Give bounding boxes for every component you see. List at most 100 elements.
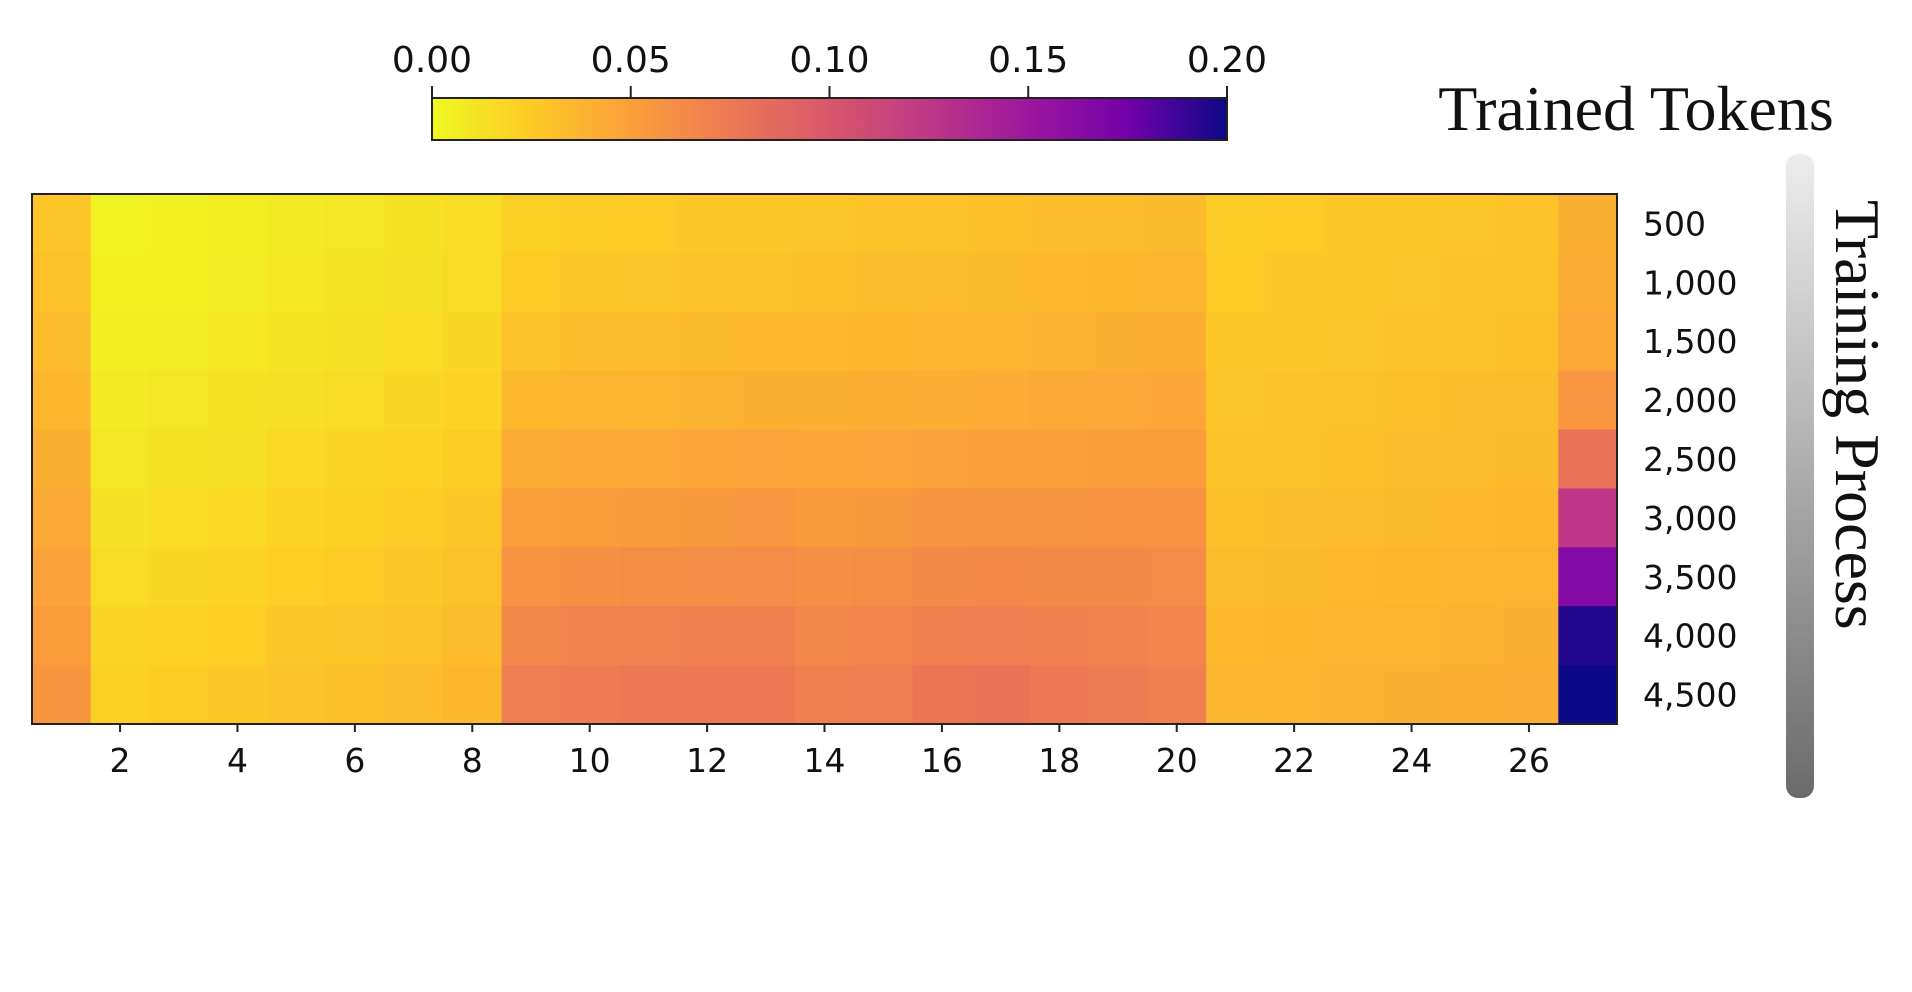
heatmap-cell bbox=[560, 311, 620, 372]
heatmap-cell bbox=[208, 606, 268, 666]
heatmap-cell bbox=[208, 547, 268, 607]
heatmap-cell bbox=[32, 311, 92, 372]
heatmap-cell bbox=[501, 606, 561, 666]
heatmap-cell bbox=[266, 429, 327, 490]
heatmap-cell bbox=[149, 488, 209, 548]
heatmap-cell bbox=[677, 370, 738, 431]
heatmap-cell bbox=[1558, 311, 1618, 372]
heatmap-cell bbox=[853, 665, 914, 725]
heatmap-cell bbox=[208, 488, 268, 548]
colorbar-ticks: 0.00 0.05 0.10 0.15 0.20 bbox=[392, 40, 1267, 98]
heatmap-cell bbox=[1440, 547, 1501, 607]
heatmap-cell bbox=[1558, 194, 1618, 254]
heatmap-cell bbox=[384, 311, 444, 372]
heatmap-cell bbox=[266, 488, 327, 548]
heatmap-cell bbox=[1382, 370, 1442, 431]
x-tick-label: 14 bbox=[804, 741, 846, 780]
heatmap-cell bbox=[1440, 665, 1501, 725]
heatmap-cell bbox=[677, 547, 738, 607]
heatmap-cell bbox=[1382, 606, 1442, 666]
heatmap-cell bbox=[912, 547, 972, 607]
heatmap-cell bbox=[1440, 311, 1501, 372]
heatmap-cell bbox=[619, 488, 679, 548]
heatmap-cell bbox=[1264, 488, 1325, 548]
heatmap-cell bbox=[1206, 665, 1266, 725]
heatmap-cell bbox=[560, 252, 620, 313]
heatmap-cell bbox=[677, 665, 738, 725]
heatmap-cell bbox=[1029, 488, 1090, 548]
heatmap-cell bbox=[736, 311, 796, 372]
heatmap-cell bbox=[1558, 606, 1618, 666]
heatmap-cell bbox=[1382, 194, 1442, 254]
heatmap-cell bbox=[677, 252, 738, 313]
heatmap-cell bbox=[149, 370, 209, 431]
heatmap-cell bbox=[795, 488, 855, 548]
heatmap-cell bbox=[442, 370, 503, 431]
y-tick-label: 1,000 bbox=[1643, 263, 1737, 302]
heatmap-cell bbox=[1206, 370, 1266, 431]
heatmap-cell bbox=[208, 311, 268, 372]
x-tick-label: 6 bbox=[344, 741, 365, 780]
heatmap-cell bbox=[677, 606, 738, 666]
heatmap-cell bbox=[325, 547, 385, 607]
heatmap-cell bbox=[560, 547, 620, 607]
heatmap-cell bbox=[1264, 370, 1325, 431]
heatmap-cell bbox=[325, 488, 385, 548]
heatmap-cell bbox=[1323, 194, 1383, 254]
heatmap-cell bbox=[1088, 488, 1148, 548]
x-tick-label: 12 bbox=[686, 741, 728, 780]
heatmap-cell bbox=[619, 606, 679, 666]
y-tick-label: 2,000 bbox=[1643, 381, 1737, 420]
heatmap-cell bbox=[912, 665, 972, 725]
heatmap-cell bbox=[32, 606, 92, 666]
heatmap-cell bbox=[1088, 252, 1148, 313]
heatmap-cell bbox=[90, 547, 150, 607]
heatmap-cell bbox=[853, 429, 914, 490]
heatmap-cell bbox=[736, 606, 796, 666]
heatmap-cell bbox=[560, 429, 620, 490]
heatmap-cell bbox=[501, 252, 561, 313]
heatmap-cell bbox=[325, 252, 385, 313]
heatmap-cell bbox=[325, 665, 385, 725]
heatmap-cell bbox=[442, 429, 503, 490]
heatmap-cell bbox=[1558, 488, 1618, 548]
heatmap-cell bbox=[795, 547, 855, 607]
heatmap-cell bbox=[266, 194, 327, 254]
heatmap-cell bbox=[1499, 311, 1559, 372]
heatmap-cell bbox=[442, 488, 503, 548]
heatmap-cell bbox=[32, 488, 92, 548]
heatmap-cell bbox=[384, 665, 444, 725]
heatmap-cell bbox=[90, 665, 150, 725]
heatmap-cell bbox=[1206, 547, 1266, 607]
heatmap-cell bbox=[1440, 606, 1501, 666]
heatmap-cell bbox=[971, 488, 1031, 548]
heatmap-cell bbox=[1264, 194, 1325, 254]
y-tick-label: 4,500 bbox=[1643, 676, 1737, 715]
heatmap-cell bbox=[1206, 606, 1266, 666]
heatmap-cell bbox=[1029, 311, 1090, 372]
heatmap-cell bbox=[1323, 606, 1383, 666]
heatmap-cell bbox=[1323, 665, 1383, 725]
heatmap-cell bbox=[1147, 665, 1207, 725]
heatmap-cell bbox=[90, 311, 150, 372]
heatmap-cell bbox=[1206, 252, 1266, 313]
heatmap-cell bbox=[32, 252, 92, 313]
training-process-band bbox=[1786, 154, 1814, 798]
heatmap-cell bbox=[736, 665, 796, 725]
heatmap-cell bbox=[325, 194, 385, 254]
x-tick-label: 18 bbox=[1038, 741, 1080, 780]
heatmap-cell bbox=[208, 370, 268, 431]
heatmap-cell bbox=[1088, 311, 1148, 372]
heatmap-cell bbox=[266, 252, 327, 313]
heatmap-cell bbox=[149, 547, 209, 607]
heatmap-cell bbox=[1029, 370, 1090, 431]
heatmap-cell bbox=[795, 252, 855, 313]
heatmap-cell bbox=[853, 370, 914, 431]
heatmap-cell bbox=[501, 488, 561, 548]
heatmap-cell bbox=[1499, 488, 1559, 548]
heatmap-cell bbox=[853, 194, 914, 254]
heatmap-cell bbox=[384, 429, 444, 490]
heatmap-cell bbox=[853, 606, 914, 666]
heatmap-cell bbox=[208, 252, 268, 313]
